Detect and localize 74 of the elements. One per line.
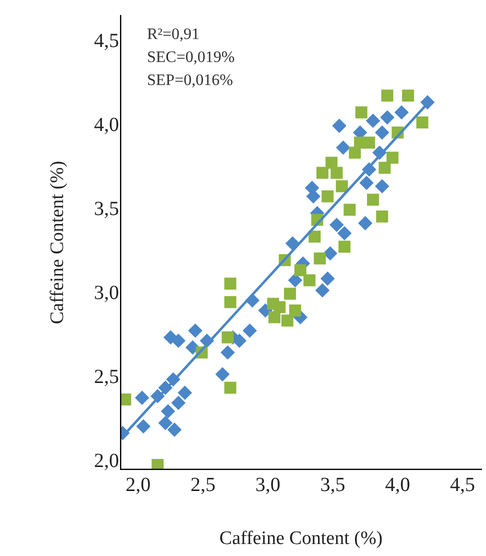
point bbox=[178, 386, 192, 400]
x-tick-label: 4,0 bbox=[385, 474, 410, 496]
point bbox=[215, 367, 230, 382]
point bbox=[367, 194, 380, 206]
annotation: R²=0,91 bbox=[147, 26, 200, 43]
point bbox=[224, 278, 236, 290]
point bbox=[378, 162, 391, 174]
point bbox=[402, 90, 414, 102]
x-axis-title: Caffeine Content (%) bbox=[219, 528, 383, 549]
point bbox=[344, 204, 356, 216]
point bbox=[315, 283, 330, 298]
point bbox=[376, 210, 388, 222]
y-tick-label: 3,0 bbox=[94, 282, 119, 304]
point bbox=[160, 404, 176, 418]
y-tick-label: 4,5 bbox=[94, 30, 119, 52]
point bbox=[222, 331, 234, 344]
point bbox=[355, 106, 368, 118]
point bbox=[316, 166, 328, 179]
point bbox=[171, 396, 186, 410]
point bbox=[336, 140, 350, 155]
point bbox=[416, 116, 428, 128]
point bbox=[320, 271, 335, 286]
point bbox=[394, 105, 409, 120]
annotation: SEC=0,019% bbox=[147, 49, 235, 66]
point bbox=[167, 422, 182, 437]
point bbox=[134, 390, 150, 405]
y-tick-label: 3,5 bbox=[94, 198, 119, 220]
point bbox=[171, 334, 186, 348]
point bbox=[308, 230, 321, 243]
point bbox=[224, 296, 236, 308]
point bbox=[188, 324, 202, 338]
annotation: SEP=0,016% bbox=[147, 72, 233, 89]
point bbox=[323, 246, 338, 261]
point bbox=[136, 419, 150, 434]
point bbox=[348, 146, 361, 159]
point bbox=[374, 179, 390, 194]
point bbox=[330, 166, 343, 179]
point bbox=[288, 273, 302, 288]
point bbox=[386, 152, 398, 164]
point bbox=[281, 314, 294, 327]
point bbox=[363, 136, 376, 149]
point bbox=[380, 110, 394, 125]
point bbox=[220, 345, 235, 360]
point bbox=[337, 226, 352, 240]
y-tick-label: 2,0 bbox=[94, 450, 119, 472]
point bbox=[268, 311, 280, 324]
y-axis-title: Caffeine Content (%) bbox=[46, 160, 68, 324]
point bbox=[358, 216, 372, 230]
point bbox=[330, 218, 344, 232]
point bbox=[381, 90, 394, 102]
point bbox=[338, 240, 350, 253]
point bbox=[314, 252, 326, 264]
point bbox=[336, 180, 348, 192]
point bbox=[294, 264, 306, 276]
point bbox=[242, 324, 257, 338]
point bbox=[267, 298, 280, 310]
point bbox=[332, 118, 346, 133]
point bbox=[374, 125, 390, 140]
point bbox=[224, 382, 236, 394]
point bbox=[152, 458, 164, 470]
x-tick-label: 3,5 bbox=[320, 474, 346, 496]
y-tick-label: 2,5 bbox=[94, 366, 119, 388]
point bbox=[366, 114, 380, 128]
x-tick-label: 3,0 bbox=[255, 474, 280, 496]
point bbox=[289, 304, 302, 316]
point bbox=[359, 176, 374, 190]
point bbox=[322, 190, 334, 202]
x-tick-label: 4,5 bbox=[450, 474, 476, 496]
point bbox=[303, 274, 316, 286]
x-tick-label: 2,0 bbox=[126, 474, 151, 496]
point bbox=[284, 288, 296, 300]
point bbox=[158, 416, 173, 430]
y-tick-label: 4,0 bbox=[94, 114, 119, 136]
x-tick-label: 2,5 bbox=[190, 474, 216, 496]
